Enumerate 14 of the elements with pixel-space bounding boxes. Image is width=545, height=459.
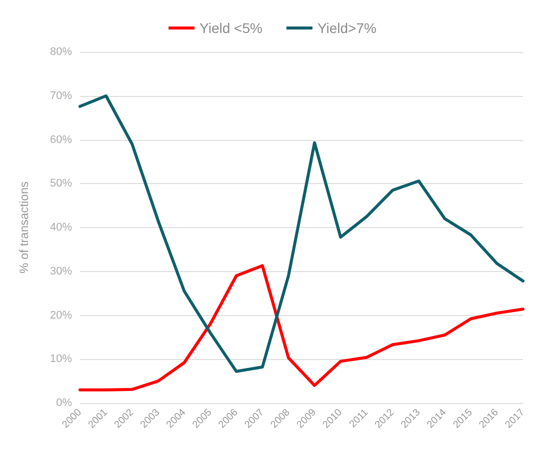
y-tick-label: 20% bbox=[50, 309, 72, 322]
y-tick-label: 10% bbox=[50, 353, 72, 366]
y-tick-label: 0% bbox=[56, 397, 72, 409]
line-series bbox=[78, 264, 524, 392]
y-tick-label: 70% bbox=[50, 90, 72, 102]
line-series bbox=[78, 94, 524, 373]
y-tick-label: 60% bbox=[50, 134, 72, 146]
legend-label: Yield>7% bbox=[317, 20, 376, 36]
y-tick-label: 30% bbox=[50, 265, 72, 278]
y-tick-label: 80% bbox=[50, 46, 72, 58]
y-tick-label: 40% bbox=[50, 222, 72, 234]
y-axis-title: % of transactions bbox=[17, 181, 31, 274]
y-tick-label: 50% bbox=[50, 178, 72, 190]
legend-label: Yield <5% bbox=[200, 20, 262, 36]
